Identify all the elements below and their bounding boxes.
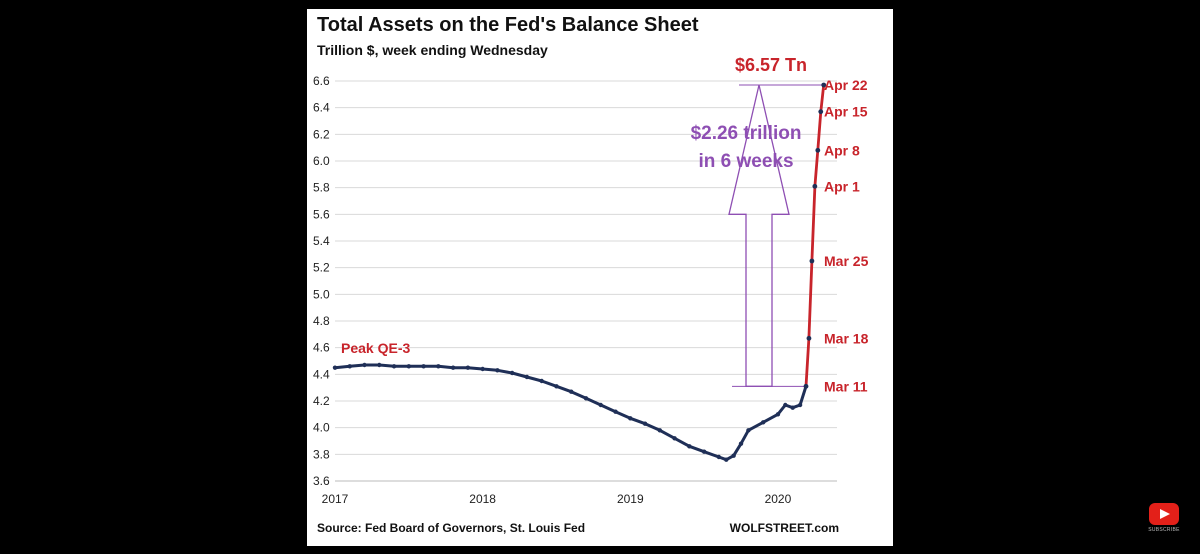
data-point bbox=[450, 365, 456, 370]
y-tick-label: 5.4 bbox=[313, 234, 330, 248]
chart-subtitle: Trillion $, week ending Wednesday bbox=[317, 42, 548, 58]
data-point bbox=[687, 444, 692, 449]
data-point bbox=[783, 402, 788, 408]
gridlines bbox=[335, 80, 837, 482]
y-tick-label: 4.8 bbox=[313, 314, 330, 328]
y-tick-label: 5.6 bbox=[313, 207, 330, 221]
data-point bbox=[806, 335, 812, 341]
chart: Total Assets on the Fed's Balance Sheet … bbox=[313, 14, 869, 535]
series-line-increase bbox=[804, 84, 826, 387]
source-note: Source: Fed Board of Governors, St. Loui… bbox=[317, 521, 585, 535]
data-point bbox=[554, 384, 559, 389]
y-tick-label: 5.2 bbox=[313, 261, 330, 275]
data-point bbox=[598, 402, 603, 408]
data-point bbox=[406, 364, 412, 369]
data-point bbox=[746, 428, 751, 433]
data-point bbox=[377, 362, 382, 368]
peak-qe3-label: Peak QE-3 bbox=[341, 340, 410, 356]
y-tick-label: 3.8 bbox=[313, 447, 330, 461]
data-point bbox=[790, 405, 795, 410]
data-point bbox=[815, 147, 821, 153]
data-point bbox=[569, 389, 574, 394]
point-label: Mar 18 bbox=[824, 330, 869, 346]
data-point bbox=[701, 449, 707, 454]
data-point bbox=[524, 374, 530, 380]
y-tick-label: 4.0 bbox=[313, 421, 330, 435]
data-point bbox=[509, 370, 515, 376]
y-tick-label: 4.4 bbox=[313, 367, 330, 381]
data-point bbox=[436, 364, 441, 369]
x-tick-label: 2018 bbox=[469, 492, 496, 506]
data-point bbox=[738, 441, 744, 446]
data-point bbox=[347, 364, 352, 369]
point-label: Apr 1 bbox=[824, 178, 860, 194]
publisher-credit: WOLFSTREET.com bbox=[730, 521, 839, 535]
point-label: Apr 8 bbox=[824, 142, 860, 158]
chart-panel: Total Assets on the Fed's Balance Sheet … bbox=[307, 9, 893, 546]
data-point bbox=[716, 454, 722, 460]
point-label: Mar 25 bbox=[824, 253, 869, 269]
play-icon bbox=[1160, 509, 1170, 519]
data-point bbox=[760, 420, 766, 425]
point-label: Apr 22 bbox=[824, 77, 868, 93]
data-point bbox=[821, 82, 827, 88]
x-tick-label: 2020 bbox=[765, 492, 792, 506]
subscribe-label[interactable]: SUBSCRIBE bbox=[1148, 527, 1180, 533]
y-tick-label: 4.6 bbox=[313, 341, 330, 355]
increase-arrow bbox=[728, 84, 824, 387]
point-label: Apr 15 bbox=[824, 104, 868, 120]
data-point bbox=[775, 412, 781, 417]
x-tick-label: 2017 bbox=[322, 492, 349, 506]
y-tick-label: 4.2 bbox=[313, 394, 330, 408]
data-point bbox=[465, 365, 471, 370]
top-value-label: $6.57 Tn bbox=[735, 55, 807, 75]
chart-title: Total Assets on the Fed's Balance Sheet bbox=[317, 14, 699, 36]
series-line-total-assets bbox=[334, 363, 808, 462]
y-tick-label: 5.0 bbox=[313, 287, 330, 301]
data-series bbox=[332, 82, 827, 462]
data-point bbox=[391, 364, 397, 369]
data-point bbox=[818, 109, 824, 115]
data-point bbox=[539, 378, 544, 384]
data-point bbox=[613, 409, 618, 414]
y-axis-ticks: 3.6 3.8 4.0 4.2 4.4 4.6 4.8 5.0 5.2 5.4 5.6 5.8 6.0 6… bbox=[313, 74, 330, 488]
data-point bbox=[628, 416, 633, 421]
data-point bbox=[657, 428, 663, 433]
youtube-subscribe-button[interactable] bbox=[1149, 503, 1179, 525]
data-point bbox=[642, 421, 648, 426]
data-point bbox=[803, 383, 809, 389]
data-point bbox=[812, 183, 818, 189]
data-point bbox=[724, 457, 729, 462]
point-label: Mar 11 bbox=[824, 378, 868, 394]
x-tick-label: 2019 bbox=[617, 492, 644, 506]
y-tick-label: 6.6 bbox=[313, 74, 330, 88]
data-point bbox=[421, 364, 426, 369]
data-point bbox=[672, 436, 677, 441]
point-labels: Mar 11 Mar 18 Mar 25 Apr 1 Apr 8 Apr 15 Apr 22 bbox=[824, 77, 869, 394]
y-tick-label: 6.0 bbox=[313, 154, 330, 168]
x-axis-ticks: 2017 2018 2019 2020 bbox=[322, 492, 792, 506]
data-point bbox=[797, 402, 803, 408]
data-point bbox=[480, 366, 485, 372]
data-point bbox=[731, 453, 736, 458]
increase-label-line1: $2.26 trillion bbox=[691, 123, 802, 144]
increase-label-line2: in 6 weeks bbox=[698, 151, 793, 172]
y-tick-label: 6.4 bbox=[313, 101, 330, 115]
data-point bbox=[495, 368, 500, 373]
y-tick-label: 6.2 bbox=[313, 127, 330, 141]
data-point bbox=[583, 396, 589, 401]
y-tick-label: 5.8 bbox=[313, 181, 330, 195]
data-point bbox=[809, 258, 815, 264]
data-point bbox=[362, 362, 367, 368]
data-point bbox=[332, 365, 338, 370]
y-tick-label: 3.6 bbox=[313, 474, 330, 488]
